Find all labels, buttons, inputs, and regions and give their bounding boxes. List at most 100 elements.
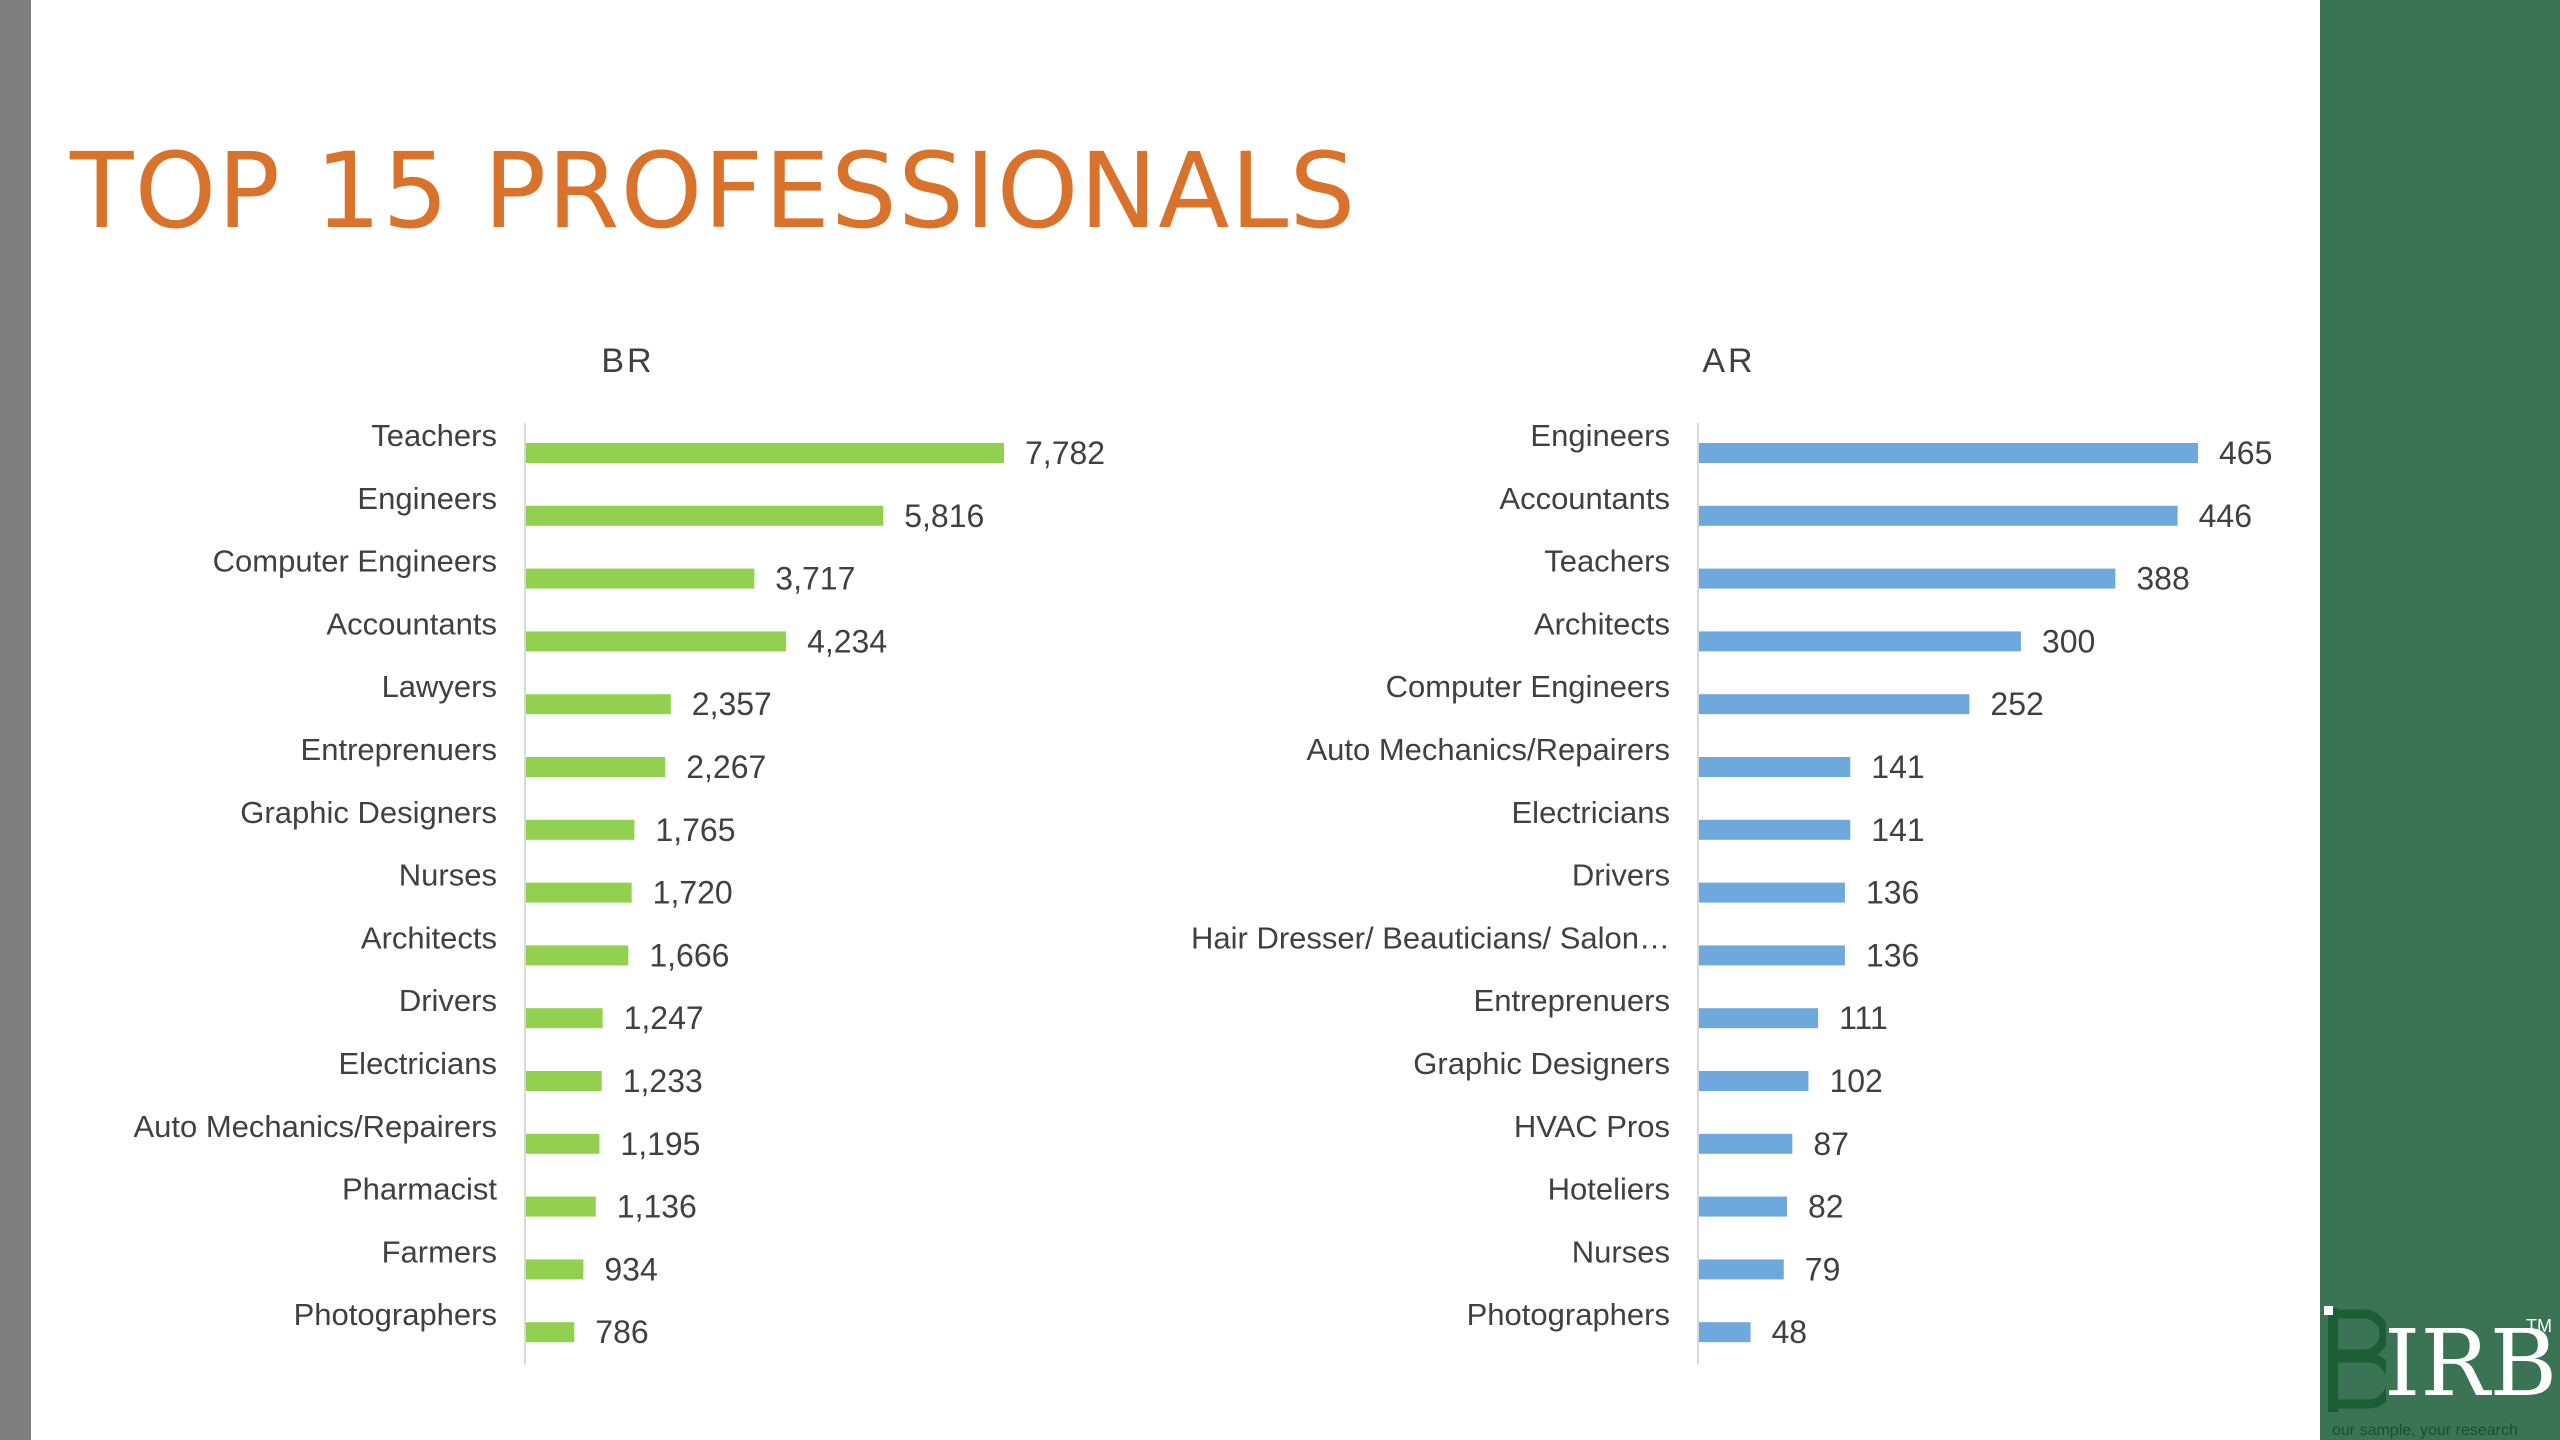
left-edge-strip [0, 0, 31, 1440]
br-bar [526, 694, 671, 715]
ar-value-label: 136 [1866, 875, 1919, 911]
ar-chart: AR Engineers 465 Accountants 446 Teachers 388 A… [1191, 342, 2272, 1365]
br-category-label: Auto Mechanics/Repairers [133, 1109, 497, 1144]
br-category-label: Photographers [294, 1297, 497, 1332]
br-category-label: Accountants [326, 606, 497, 641]
ar-category-label: Drivers [1572, 858, 1670, 893]
br-chart-title: BR [601, 342, 654, 380]
irb-logo: IRB TM our sample, your research [2322, 1300, 2560, 1440]
br-bar [526, 945, 629, 966]
br-bar [526, 1133, 600, 1154]
br-value-label: 934 [604, 1251, 657, 1287]
ar-category-label: Graphic Designers [1413, 1046, 1670, 1081]
ar-category-label: Computer Engineers [1386, 669, 1670, 704]
br-value-label: 1,247 [624, 1000, 704, 1036]
right-side-panel [2320, 0, 2560, 1440]
br-value-label: 1,720 [653, 875, 733, 911]
br-value-label: 1,233 [623, 1063, 703, 1099]
ar-value-label: 141 [1871, 812, 1924, 848]
br-bar [526, 1322, 575, 1343]
br-value-label: 7,782 [1025, 435, 1105, 471]
ar-bar [1699, 631, 2021, 652]
ar-value-label: 111 [1839, 1000, 1888, 1036]
logo-wordmark: IRB [2384, 1310, 2558, 1417]
br-category-label: Computer Engineers [213, 544, 497, 579]
ar-chart-title: AR [1702, 342, 1755, 380]
br-bar [526, 1196, 596, 1217]
br-category-label: Drivers [399, 983, 497, 1018]
ar-bar [1699, 568, 2116, 589]
ar-value-label: 87 [1813, 1126, 1849, 1162]
br-category-label: Farmers [382, 1234, 497, 1269]
ar-bar [1699, 882, 1845, 903]
ar-bar [1699, 694, 1970, 715]
br-category-label: Architects [361, 920, 497, 955]
ar-bar [1699, 1322, 1751, 1343]
br-bar [526, 568, 755, 589]
br-category-label: Lawyers [382, 669, 497, 704]
ar-value-label: 300 [2042, 623, 2095, 659]
ar-value-label: 136 [1866, 937, 1919, 973]
ar-bar [1699, 443, 2198, 463]
br-category-label: Pharmacist [342, 1172, 497, 1207]
ar-value-label: 48 [1772, 1314, 1808, 1350]
ar-value-label: 79 [1805, 1251, 1841, 1287]
logo-trademark: TM [2526, 1316, 2552, 1336]
br-chart: BR Teachers 7,782 Engineers 5,816 Computer En… [133, 342, 1105, 1365]
ar-category-label: Entreprenuers [1474, 983, 1670, 1018]
br-value-label: 2,267 [686, 749, 766, 785]
ar-category-label: Hoteliers [1548, 1172, 1670, 1207]
ar-value-label: 388 [2136, 561, 2189, 597]
br-value-label: 1,666 [649, 937, 729, 973]
br-category-label: Graphic Designers [240, 795, 497, 830]
ar-bar [1699, 1259, 1784, 1280]
ar-value-label: 446 [2199, 498, 2252, 534]
ar-bar [1699, 945, 1845, 966]
ar-category-label: HVAC Pros [1514, 1109, 1670, 1144]
ar-category-label: Architects [1534, 606, 1670, 641]
page-title: TOP 15 PROFESSIONALS [70, 130, 1357, 252]
br-value-label: 1,195 [620, 1126, 700, 1162]
br-category-label: Electricians [339, 1046, 498, 1081]
ar-category-label: Electricians [1512, 795, 1671, 830]
br-value-label: 2,357 [692, 686, 772, 722]
br-category-label: Engineers [357, 481, 497, 516]
ar-category-label: Engineers [1530, 418, 1670, 453]
ar-value-label: 465 [2219, 435, 2272, 471]
ar-value-label: 102 [1829, 1063, 1882, 1099]
ar-bar [1699, 505, 2178, 526]
ar-value-label: 252 [1990, 686, 2043, 722]
ar-bar [1699, 1133, 1793, 1154]
ar-bar [1699, 1196, 1787, 1217]
ar-category-label: Accountants [1499, 481, 1670, 516]
br-bar [526, 882, 632, 903]
br-value-label: 3,717 [775, 561, 855, 597]
logo-tagline: our sample, your research [2332, 1422, 2518, 1439]
br-bar [526, 1008, 603, 1029]
ar-value-label: 141 [1871, 749, 1924, 785]
ar-category-label: Hair Dresser/ Beauticians/ Salon… [1191, 920, 1670, 955]
br-category-label: Entreprenuers [301, 732, 497, 767]
br-category-label: Teachers [371, 418, 497, 453]
ar-category-label: Auto Mechanics/Repairers [1306, 732, 1670, 767]
br-value-label: 4,234 [807, 623, 887, 659]
br-bar [526, 505, 884, 526]
ar-bar [1699, 757, 1851, 777]
br-category-label: Nurses [399, 858, 497, 893]
br-value-label: 1,136 [617, 1189, 697, 1225]
ar-category-label: Teachers [1544, 544, 1670, 579]
ar-bar [1699, 1008, 1819, 1029]
br-value-label: 1,765 [655, 812, 735, 848]
ar-category-label: Nurses [1572, 1234, 1670, 1269]
br-bar [526, 1259, 584, 1280]
br-bar [526, 757, 666, 777]
br-bar [526, 1071, 602, 1091]
ar-category-label: Photographers [1467, 1297, 1670, 1332]
ar-value-label: 82 [1808, 1189, 1844, 1225]
br-value-label: 786 [595, 1314, 648, 1350]
br-bar [526, 443, 1004, 463]
ar-bar [1699, 819, 1851, 840]
br-bar [526, 819, 635, 840]
ar-bar [1699, 1071, 1809, 1091]
